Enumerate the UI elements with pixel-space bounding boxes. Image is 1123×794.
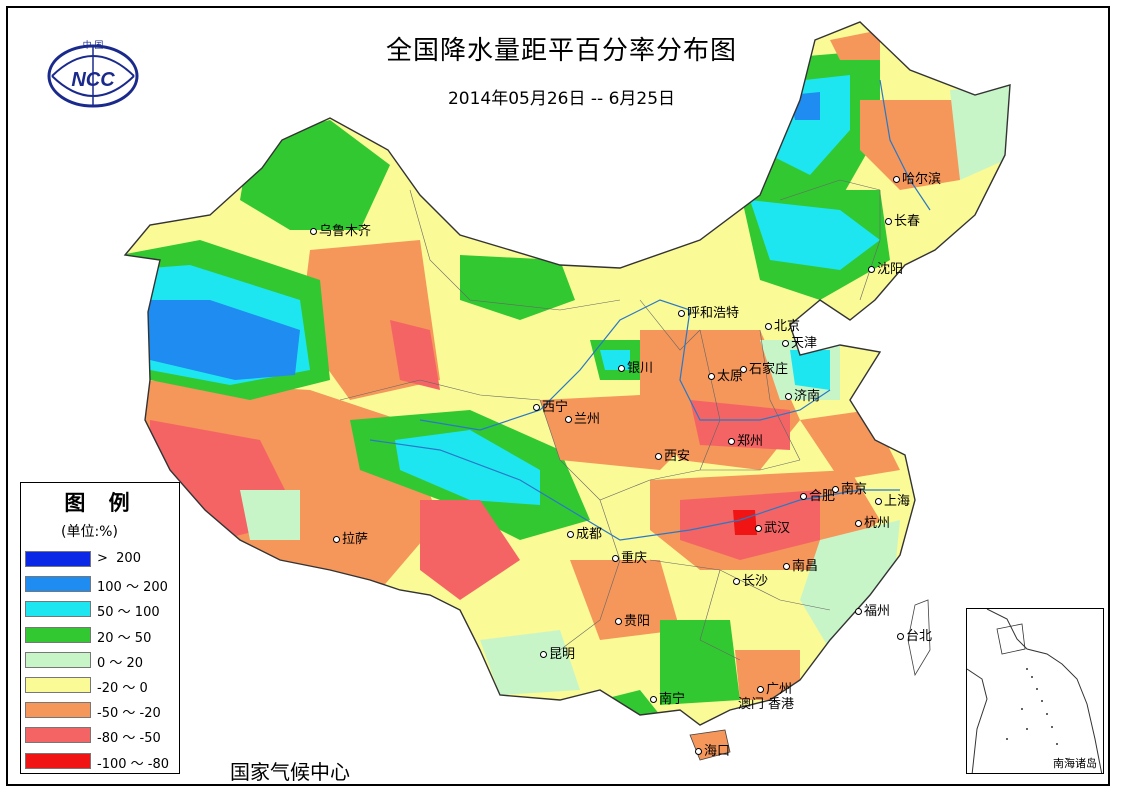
svg-text:中 国: 中 国 — [83, 39, 104, 51]
city-label: 南昌 — [783, 555, 818, 574]
city-label: 福州 — [855, 600, 890, 619]
date-range: 2014年05月26日 -- 6月25日 — [447, 89, 676, 109]
legend-unit: (单位:%) — [61, 524, 118, 540]
legend-item: 20 ～ 50 — [25, 625, 179, 647]
legend-label: 100 ～ 200 — [97, 580, 168, 596]
city-label: 西安 — [655, 445, 690, 464]
city-label: 天津 — [782, 332, 817, 351]
legend-swatch — [25, 677, 91, 693]
legend-item: -80 ～ -50 — [25, 725, 179, 747]
city-label: 杭州 — [855, 512, 890, 531]
legend-label: -50 ～ -20 — [97, 706, 161, 722]
city-label: 石家庄 — [740, 358, 788, 377]
legend-swatch — [25, 551, 91, 567]
city-label: 台北 — [897, 625, 932, 644]
legend-title: 图 例 — [64, 491, 138, 515]
city-label: 银川 — [618, 357, 653, 376]
legend-swatch — [25, 727, 91, 744]
city-label: 北京 — [765, 315, 800, 334]
legend-item: -20 ～ 0 — [25, 675, 179, 697]
city-label: 上海 — [875, 490, 910, 509]
legend-swatch — [25, 651, 91, 668]
legend-label: -100 ～ -80 — [97, 756, 170, 772]
legend-swatch — [25, 702, 91, 719]
city-label: 郑州 — [728, 430, 763, 449]
svg-text:NCC: NCC — [71, 69, 115, 91]
city-label: 澳门 — [738, 697, 765, 712]
map-title: 全国降水量距平百分率分布图 — [385, 36, 737, 66]
legend-swatch — [25, 752, 91, 769]
producer-name: 国家气候中心 — [230, 760, 350, 784]
city-label: 重庆 — [612, 547, 647, 566]
city-label: 长沙 — [733, 570, 768, 589]
legend-label: > 200 — [97, 551, 141, 566]
city-label: 拉萨 — [333, 528, 368, 547]
legend-item: 0 ～ 20 — [25, 650, 179, 672]
legend-swatch — [25, 601, 91, 618]
legend-item: -50 ～ -20 — [25, 700, 179, 722]
legend-label: 0 ～ 20 — [97, 655, 144, 671]
city-label: 合肥 — [800, 485, 835, 504]
inset-label: 南海诸岛 — [1053, 757, 1097, 770]
city-label: 济南 — [785, 385, 820, 404]
map-legend: 图 例 (单位:%) > 200 100 ～ 200 50 ～ 100 20 ～ 50… — [20, 482, 180, 774]
legend-label: -80 ～ -50 — [97, 731, 161, 747]
city-label: 武汉 — [755, 517, 790, 536]
city-label: 兰州 — [565, 408, 600, 427]
legend-label: 20 ～ 50 — [97, 630, 152, 646]
city-label: 海口 — [695, 740, 730, 759]
legend-swatch — [25, 626, 91, 643]
city-label: 太原 — [708, 365, 743, 384]
legend-label: 50 ～ 100 — [97, 605, 160, 621]
city-label: 乌鲁木齐 — [310, 220, 371, 239]
legend-item: > 200 — [25, 549, 179, 571]
legend-item: 100 ～ 200 — [25, 574, 179, 596]
legend-item: 50 ～ 100 — [25, 599, 179, 621]
city-label: 呼和浩特 — [678, 302, 739, 321]
city-label: 长春 — [885, 210, 920, 229]
legend-swatch — [25, 576, 91, 593]
city-label: 昆明 — [540, 643, 575, 662]
city-label: 南宁 — [650, 688, 685, 707]
city-label: 南京 — [832, 478, 867, 497]
city-label: 哈尔滨 — [893, 168, 941, 187]
city-label: 贵阳 — [615, 610, 650, 629]
city-label: 成都 — [567, 523, 602, 542]
city-label: 广州 — [757, 678, 792, 697]
south-china-sea-inset: 南海诸岛 — [966, 608, 1104, 774]
rivers — [369, 79, 931, 541]
city-label: 沈阳 — [868, 258, 903, 277]
ncc-logo: NCC 中 国 — [34, 36, 152, 112]
map-frame — [6, 6, 1110, 786]
city-label: 香港 — [768, 697, 795, 712]
legend-label: -20 ～ 0 — [97, 681, 148, 696]
legend-item: -100 ～ -80 — [25, 751, 179, 773]
city-label: 西宁 — [533, 396, 568, 415]
